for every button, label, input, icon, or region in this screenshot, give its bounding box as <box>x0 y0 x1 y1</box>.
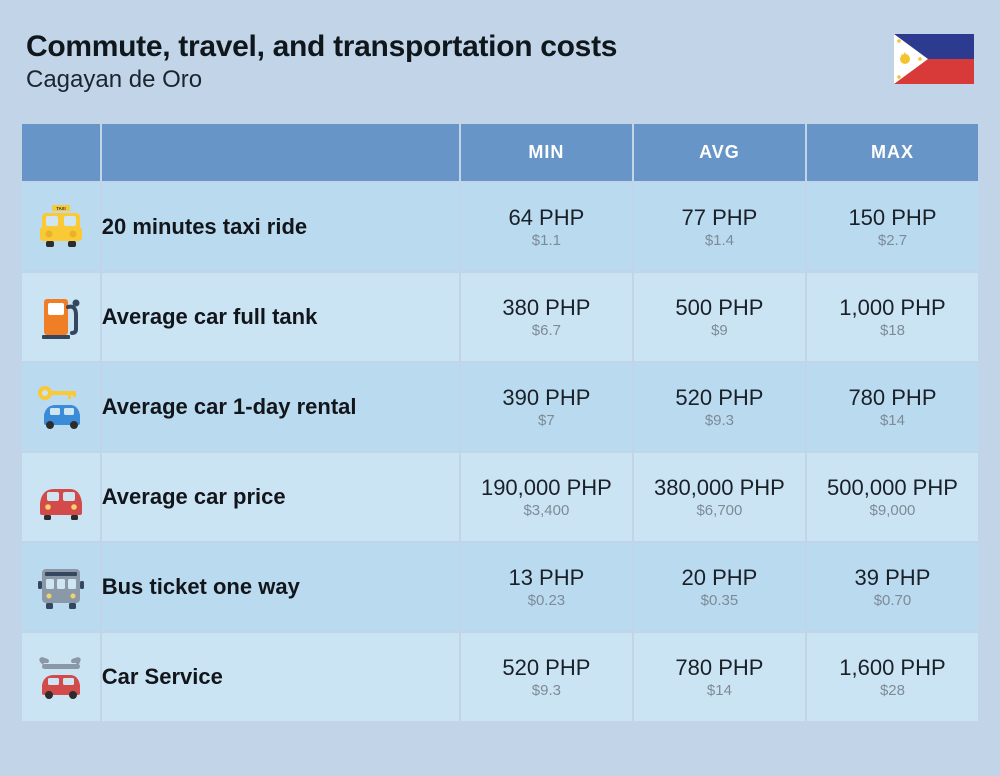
max-cell: 1,000 PHP $18 <box>807 273 978 361</box>
header-block: Commute, travel, and transportation cost… <box>20 30 980 94</box>
max-primary: 39 PHP <box>807 565 978 590</box>
avg-primary: 500 PHP <box>634 295 805 320</box>
min-cell: 380 PHP $6.7 <box>461 273 632 361</box>
max-secondary: $18 <box>807 322 978 339</box>
col-max-header: MAX <box>807 124 978 181</box>
row-label: Average car full tank <box>102 273 459 361</box>
col-label-header <box>102 124 459 181</box>
avg-secondary: $14 <box>634 682 805 699</box>
max-cell: 39 PHP $0.70 <box>807 543 978 631</box>
max-primary: 500,000 PHP <box>807 475 978 500</box>
col-avg-header: AVG <box>634 124 805 181</box>
max-secondary: $0.70 <box>807 592 978 609</box>
avg-secondary: $9 <box>634 322 805 339</box>
row-label: Average car 1-day rental <box>102 363 459 451</box>
car-price-icon <box>22 453 100 541</box>
min-cell: 520 PHP $9.3 <box>461 633 632 721</box>
min-secondary: $7 <box>461 412 632 429</box>
max-secondary: $2.7 <box>807 232 978 249</box>
avg-primary: 780 PHP <box>634 655 805 680</box>
table-row: Car Service 520 PHP $9.3 780 PHP $14 1,6… <box>22 633 978 721</box>
min-secondary: $0.23 <box>461 592 632 609</box>
min-cell: 64 PHP $1.1 <box>461 183 632 271</box>
avg-secondary: $9.3 <box>634 412 805 429</box>
min-secondary: $1.1 <box>461 232 632 249</box>
car-service-icon <box>22 633 100 721</box>
max-primary: 1,000 PHP <box>807 295 978 320</box>
min-cell: 190,000 PHP $3,400 <box>461 453 632 541</box>
min-cell: 13 PHP $0.23 <box>461 543 632 631</box>
max-cell: 500,000 PHP $9,000 <box>807 453 978 541</box>
avg-primary: 77 PHP <box>634 205 805 230</box>
min-primary: 380 PHP <box>461 295 632 320</box>
philippines-flag-icon <box>894 34 974 84</box>
max-primary: 780 PHP <box>807 385 978 410</box>
max-cell: 150 PHP $2.7 <box>807 183 978 271</box>
min-primary: 13 PHP <box>461 565 632 590</box>
min-secondary: $6.7 <box>461 322 632 339</box>
svg-text:TAXI: TAXI <box>56 206 65 211</box>
col-min-header: MIN <box>461 124 632 181</box>
min-secondary: $3,400 <box>461 502 632 519</box>
min-primary: 190,000 PHP <box>461 475 632 500</box>
max-primary: 1,600 PHP <box>807 655 978 680</box>
costs-table: MIN AVG MAX TAXI 20 minutes taxi ride 64… <box>20 122 980 723</box>
avg-primary: 380,000 PHP <box>634 475 805 500</box>
max-secondary: $9,000 <box>807 502 978 519</box>
row-label: Average car price <box>102 453 459 541</box>
bus-icon <box>22 543 100 631</box>
table-row: Average car 1-day rental 390 PHP $7 520 … <box>22 363 978 451</box>
min-primary: 64 PHP <box>461 205 632 230</box>
avg-primary: 20 PHP <box>634 565 805 590</box>
avg-cell: 77 PHP $1.4 <box>634 183 805 271</box>
page-subtitle: Cagayan de Oro <box>26 66 617 94</box>
avg-cell: 500 PHP $9 <box>634 273 805 361</box>
min-primary: 390 PHP <box>461 385 632 410</box>
fuel-pump-icon <box>22 273 100 361</box>
col-icon-header <box>22 124 100 181</box>
table-row: TAXI 20 minutes taxi ride 64 PHP $1.1 77… <box>22 183 978 271</box>
taxi-icon: TAXI <box>22 183 100 271</box>
min-primary: 520 PHP <box>461 655 632 680</box>
avg-secondary: $6,700 <box>634 502 805 519</box>
table-row: Bus ticket one way 13 PHP $0.23 20 PHP $… <box>22 543 978 631</box>
car-rental-icon <box>22 363 100 451</box>
avg-cell: 520 PHP $9.3 <box>634 363 805 451</box>
max-cell: 1,600 PHP $28 <box>807 633 978 721</box>
avg-secondary: $0.35 <box>634 592 805 609</box>
row-label: 20 minutes taxi ride <box>102 183 459 271</box>
row-label: Bus ticket one way <box>102 543 459 631</box>
max-primary: 150 PHP <box>807 205 978 230</box>
avg-cell: 380,000 PHP $6,700 <box>634 453 805 541</box>
row-label: Car Service <box>102 633 459 721</box>
min-secondary: $9.3 <box>461 682 632 699</box>
max-cell: 780 PHP $14 <box>807 363 978 451</box>
max-secondary: $28 <box>807 682 978 699</box>
avg-cell: 20 PHP $0.35 <box>634 543 805 631</box>
page-title: Commute, travel, and transportation cost… <box>26 30 617 64</box>
table-row: Average car price 190,000 PHP $3,400 380… <box>22 453 978 541</box>
avg-primary: 520 PHP <box>634 385 805 410</box>
table-row: Average car full tank 380 PHP $6.7 500 P… <box>22 273 978 361</box>
min-cell: 390 PHP $7 <box>461 363 632 451</box>
avg-cell: 780 PHP $14 <box>634 633 805 721</box>
max-secondary: $14 <box>807 412 978 429</box>
avg-secondary: $1.4 <box>634 232 805 249</box>
